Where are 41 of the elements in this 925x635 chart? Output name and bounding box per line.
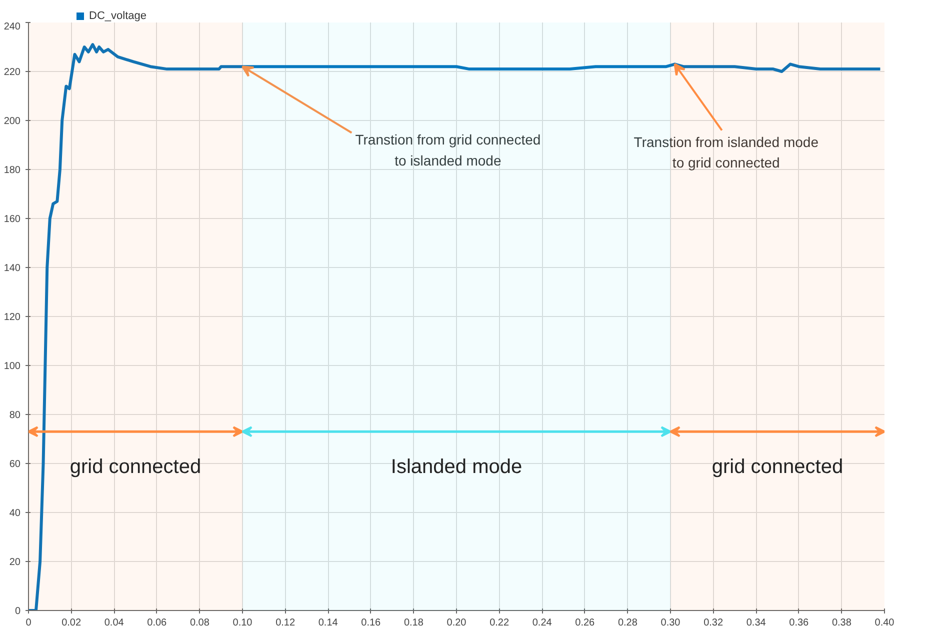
- band-label: Islanded mode: [390, 456, 522, 478]
- x-tick-label: 0.38: [832, 618, 852, 628]
- x-tick-label: 0.36: [789, 618, 810, 628]
- x-tick-label: 0.12: [276, 618, 296, 628]
- y-tick-label: 80: [9, 410, 21, 421]
- x-tick-label: 0.28: [618, 618, 638, 628]
- x-tick-label: 0.04: [104, 618, 124, 628]
- y-tick-label: 120: [4, 312, 21, 323]
- x-tick-label: 0.24: [532, 618, 552, 628]
- x-tick-label: 0.26: [575, 618, 596, 628]
- x-tick-label: 0.14: [318, 618, 338, 628]
- x-tick-label: 0.10: [232, 618, 253, 628]
- x-tick-label: 0.18: [404, 618, 424, 628]
- x-tick-label: 0.20: [446, 618, 467, 628]
- y-tick-label: 220: [4, 67, 21, 78]
- x-tick-label: 0.16: [361, 618, 382, 628]
- y-tick-label: 240: [4, 22, 21, 32]
- x-tick-label: 0.34: [746, 618, 766, 628]
- x-tick-label: 0.06: [147, 618, 168, 628]
- legend-label: DC_voltage: [89, 10, 146, 22]
- y-tick-label: 100: [4, 361, 21, 372]
- y-tick-label: 160: [4, 214, 21, 225]
- y-tick-label: 180: [4, 165, 21, 176]
- x-tick-label: 0.32: [704, 618, 724, 628]
- x-tick-label: 0.08: [190, 618, 210, 628]
- annotation: Transtion from grid connected to islanded mode: [355, 132, 541, 168]
- x-tick-label: 0.40: [874, 618, 895, 628]
- x-tick-label: 0.30: [660, 618, 681, 628]
- line-series: [28, 43, 882, 610]
- y-tick-label: 200: [4, 116, 21, 127]
- band-label: grid connected: [712, 456, 844, 478]
- x-tick-label: 0.02: [62, 618, 82, 628]
- band-label: grid connected: [70, 456, 202, 478]
- annotation: Transtion from islanded mode to grid connected: [634, 134, 819, 171]
- y-tick-label: 20: [9, 557, 21, 568]
- x-tick-label: 0.22: [490, 618, 510, 628]
- y-tick-label: 0: [14, 606, 21, 617]
- y-tick-label: 60: [9, 459, 21, 470]
- y-tick-label: 40: [9, 508, 21, 519]
- y-tick-label: 140: [4, 263, 21, 274]
- x-tick-label: 0: [26, 618, 32, 628]
